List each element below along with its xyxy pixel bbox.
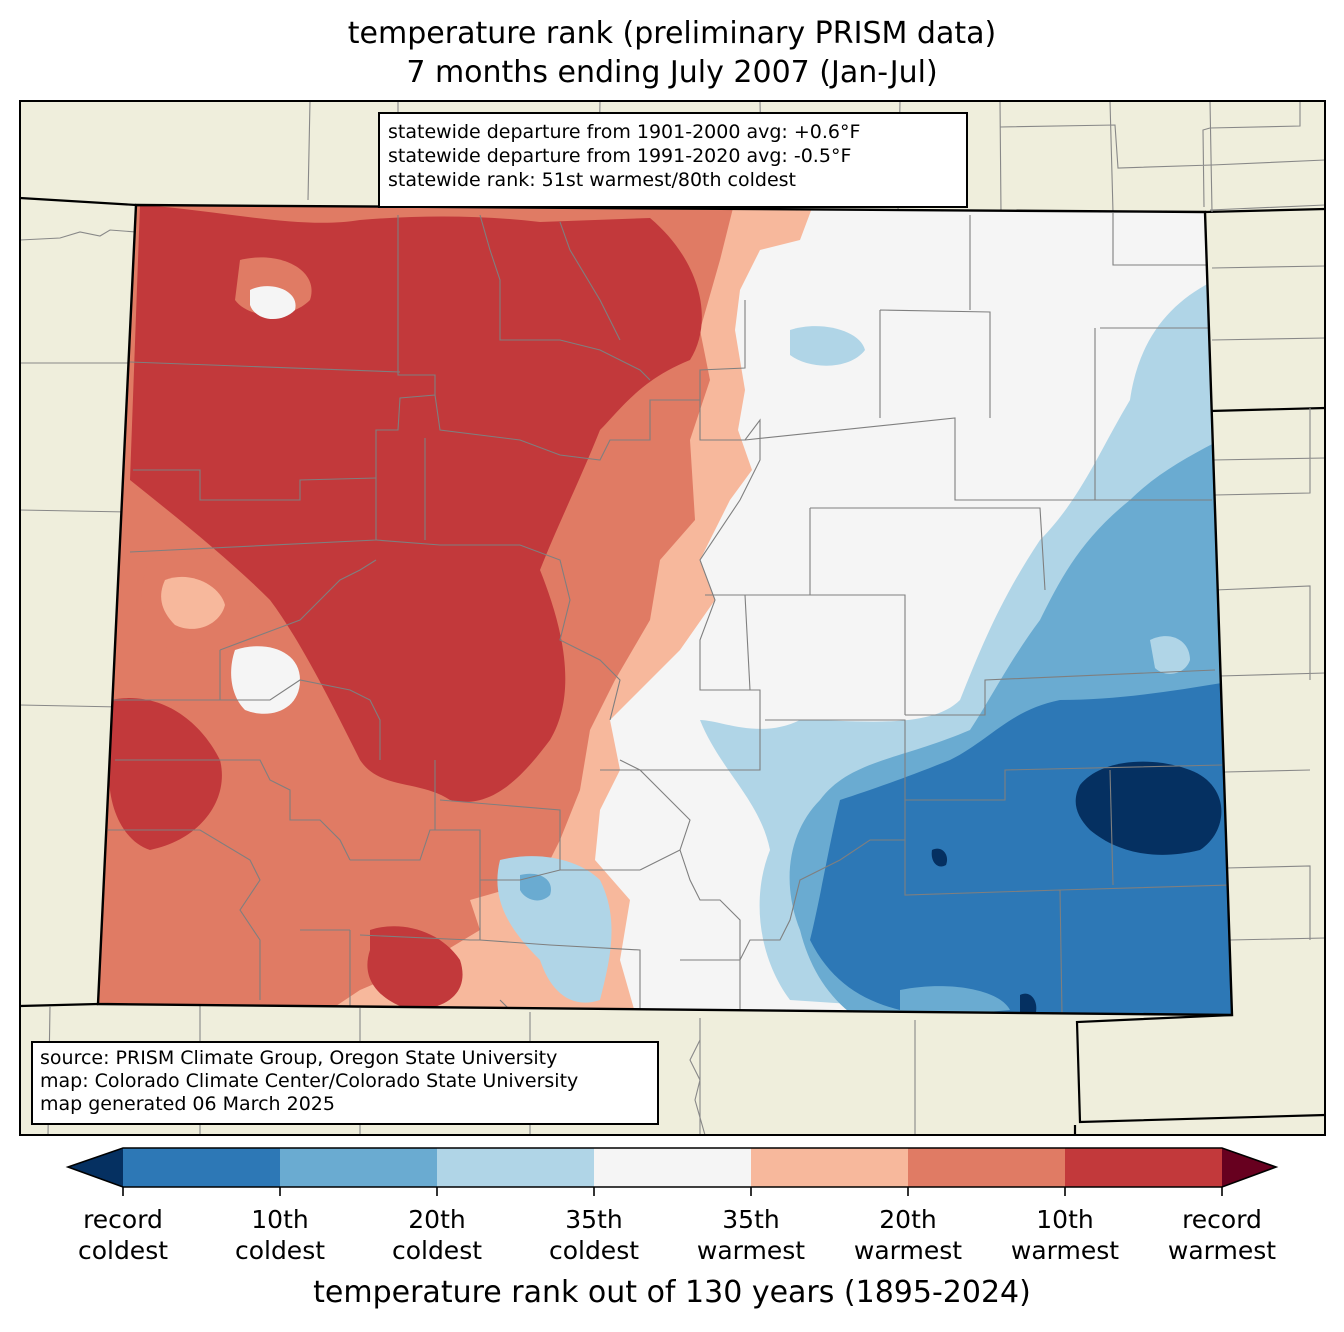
colorbar-ticks xyxy=(122,1187,1223,1196)
colorbar-title: temperature rank out of 130 years (1895-… xyxy=(313,1275,1031,1310)
colorbar-tick-label: 20th coldest xyxy=(357,1204,517,1266)
colorbar-segment-near-normal xyxy=(594,1148,751,1187)
colorbar-segment-20th-warmest xyxy=(908,1148,1065,1187)
county-lines xyxy=(108,213,1231,1015)
tick-label-line2: coldest xyxy=(391,1236,483,1265)
stats-departure-1991-2020: statewide departure from 1991-2020 avg: … xyxy=(388,145,852,167)
tick-label-line2: coldest xyxy=(234,1236,326,1265)
tick-label-line1: 35th xyxy=(722,1205,780,1234)
source-line: source: PRISM Climate Group, Oregon Stat… xyxy=(40,1047,558,1069)
border-az-nm xyxy=(20,1002,99,1008)
map-frame xyxy=(19,100,1326,1136)
colorbar-segment-20th-coldest xyxy=(280,1148,437,1187)
colorbar-segment-10th-coldest xyxy=(123,1148,280,1187)
colorbar-tick-label: 10th coldest xyxy=(200,1204,360,1266)
rank-bin-10th-warmest xyxy=(130,205,702,802)
tick-label-line2: warmest xyxy=(696,1236,806,1265)
stats-statewide-rank: statewide rank: 51st warmest/80th coldes… xyxy=(388,169,797,191)
map-title-line1: temperature rank (preliminary PRISM data… xyxy=(347,16,997,51)
tick-label-line2: coldest xyxy=(548,1236,640,1265)
statewide-stats-box: statewide departure from 1901-2000 avg: … xyxy=(378,112,968,208)
rank-field xyxy=(98,205,1232,1015)
colorbar-extend-warm xyxy=(1222,1148,1276,1187)
colorbar xyxy=(65,1147,1279,1196)
colorbar-tick-label: 35th warmest xyxy=(671,1204,831,1266)
tick-label-line1: 10th xyxy=(1036,1205,1094,1234)
border-nebraska-kansas xyxy=(1209,406,1325,413)
tick-label-line1: 20th xyxy=(879,1205,937,1234)
tick-label-line1: 35th xyxy=(565,1205,623,1234)
border-oklahoma xyxy=(1075,1013,1325,1124)
colorbar-segment-35th-coldest xyxy=(437,1148,594,1187)
source-box: source: PRISM Climate Group, Oregon Stat… xyxy=(31,1041,659,1125)
colorbar-tick-label: 20th warmest xyxy=(828,1204,988,1266)
colorbar-segment-35th-warmest xyxy=(751,1148,908,1187)
tick-label-line1: record xyxy=(1182,1205,1262,1234)
tick-label-line1: record xyxy=(83,1205,163,1234)
tick-label-line1: 20th xyxy=(408,1205,466,1234)
colorbar-segment-10th-warmest xyxy=(1065,1148,1222,1187)
border-nebraska-north xyxy=(1204,207,1325,214)
map-title-line2: 7 months ending July 2007 (Jan-Jul) xyxy=(406,55,938,90)
colorado-border xyxy=(96,203,1234,1017)
tick-label-line2: coldest xyxy=(77,1236,169,1265)
generated-date-line: map generated 06 March 2025 xyxy=(40,1093,335,1115)
tick-label-line1: 10th xyxy=(251,1205,309,1234)
colorbar-tick-label: record warmest xyxy=(1142,1204,1302,1266)
tick-label-line2: warmest xyxy=(1010,1236,1120,1265)
border-utah-wyoming xyxy=(20,196,137,207)
map-credit-line: map: Colorado Climate Center/Colorado St… xyxy=(40,1070,579,1092)
tick-label-line2: warmest xyxy=(853,1236,963,1265)
tick-label-line2: warmest xyxy=(1167,1236,1277,1265)
colorbar-tick-label: 35th coldest xyxy=(514,1204,674,1266)
colorbar-tick-label: 10th warmest xyxy=(985,1204,1145,1266)
colorbar-extend-cold xyxy=(68,1148,123,1187)
stats-departure-1901-2000: statewide departure from 1901-2000 avg: … xyxy=(388,121,861,143)
colorbar-tick-label: record coldest xyxy=(43,1204,203,1266)
state-borders xyxy=(20,196,1325,1135)
